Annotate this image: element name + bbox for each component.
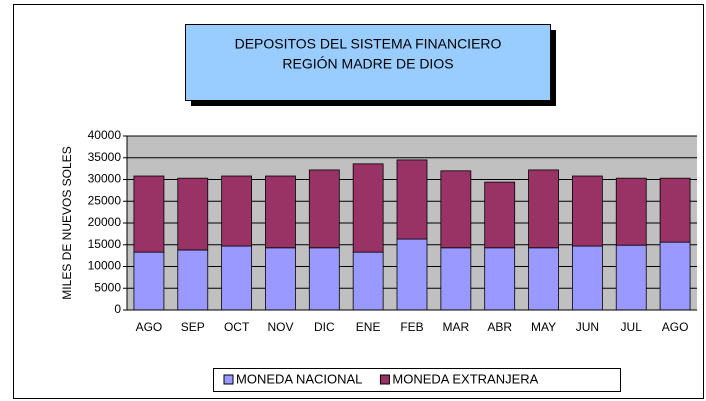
x-tick-label: ENE <box>356 320 381 334</box>
x-tick-label: MAY <box>531 320 556 334</box>
bar-segment <box>177 249 209 311</box>
bar-segment <box>440 170 472 249</box>
y-tick-label: 5000 <box>94 280 121 294</box>
bar-segment <box>615 177 647 246</box>
bar-segment <box>265 247 296 311</box>
bar-segment <box>265 175 296 249</box>
bar-segment <box>659 241 691 311</box>
x-tick-label: AGO <box>662 320 689 334</box>
bar-segment <box>352 163 384 253</box>
bar-segment <box>133 251 165 311</box>
bar-segment <box>308 169 340 249</box>
bar-segment <box>308 247 340 311</box>
x-tick-label: FEB <box>400 320 423 334</box>
bar-segment <box>177 177 209 251</box>
legend <box>213 368 621 392</box>
x-tick-label: DIC <box>314 320 335 334</box>
legend-label: MONEDA EXTRANJERA <box>392 371 538 386</box>
bar-segment <box>396 238 428 311</box>
y-tick-label: 30000 <box>88 172 122 186</box>
y-tick-label: 20000 <box>88 215 122 229</box>
bar-segment <box>352 251 384 311</box>
x-tick-label: NOV <box>267 320 293 334</box>
bar-segment <box>571 245 603 311</box>
y-axis-label: MILES DE NUEVOS SOLES <box>60 146 74 299</box>
bar-segment <box>221 245 253 311</box>
y-tick-label: 40000 <box>88 128 122 142</box>
bar-segment <box>221 175 253 247</box>
chart-title: DEPOSITOS DEL SISTEMA FINANCIERO <box>235 36 502 52</box>
y-tick-label: 15000 <box>88 237 122 251</box>
x-tick-label: SEP <box>181 320 205 334</box>
y-tick-label: 35000 <box>88 150 122 164</box>
x-tick-label: JUL <box>621 320 643 334</box>
bar-segment <box>133 175 165 253</box>
x-tick-label: ABR <box>487 320 512 334</box>
bar-segment <box>659 177 691 243</box>
bar-segment <box>528 169 559 249</box>
x-tick-label: JUN <box>576 320 599 334</box>
y-tick-label: 25000 <box>88 193 122 207</box>
y-tick-label: 0 <box>114 302 121 316</box>
bar-segment <box>484 247 516 311</box>
bar-segment <box>615 244 647 311</box>
x-tick-label: MAR <box>443 320 470 334</box>
legend-label: MONEDA NACIONAL <box>236 371 362 386</box>
y-tick-label: 10000 <box>88 259 122 273</box>
chart-title: REGIÓN MADRE DE DIOS <box>282 56 453 72</box>
bar-segment <box>484 181 516 249</box>
bar-segment <box>396 159 428 240</box>
legend-swatch <box>379 374 390 385</box>
bar-segment <box>528 247 559 311</box>
x-tick-label: AGO <box>136 320 163 334</box>
bar-segment <box>571 175 603 247</box>
bar-segment <box>440 247 472 311</box>
legend-swatch <box>223 374 234 385</box>
x-tick-label: OCT <box>224 320 250 334</box>
title-box <box>185 24 551 101</box>
